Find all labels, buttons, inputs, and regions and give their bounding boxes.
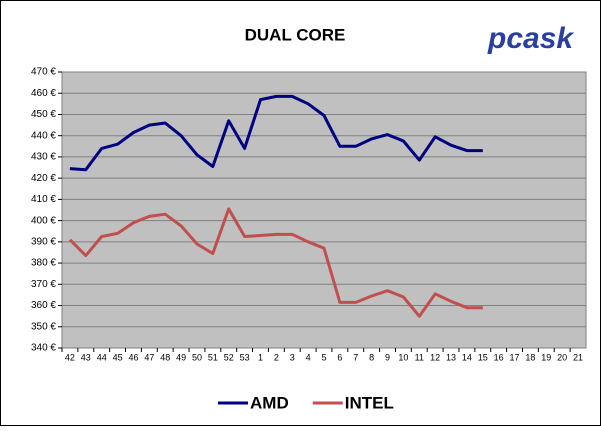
legend-label: AMD [250,393,289,412]
x-tick-label: 3 [290,352,295,362]
y-tick-label: 420 € [31,173,56,184]
x-tick-label: 6 [337,352,342,362]
y-tick-label: 340 € [31,343,56,354]
x-tick-label: 42 [65,352,75,362]
x-tick-label: 12 [430,352,440,362]
x-tick-label: 53 [240,352,250,362]
y-tick-label: 430 € [31,152,56,163]
y-tick-label: 470 € [31,67,56,78]
x-tick-label: 8 [369,352,374,362]
x-tick-label: 19 [541,352,551,362]
y-tick-label: 380 € [31,258,56,269]
x-tick-label: 50 [192,352,202,362]
y-tick-label: 390 € [31,236,56,247]
x-tick-label: 2 [274,352,279,362]
y-tick-label: 460 € [31,88,56,99]
x-tick-label: 4 [306,352,311,362]
x-tick-label: 52 [224,352,234,362]
x-tick-label: 10 [398,352,408,362]
series-line [69,94,483,172]
x-tick-label: 43 [81,352,91,362]
x-tick-label: 20 [557,352,567,362]
y-tick-label: 450 € [31,109,56,120]
x-tick-label: 46 [128,352,138,362]
series-line [68,207,483,318]
y-tick-label: 360 € [31,300,56,311]
plot-area [61,71,587,349]
x-tick-label: 17 [510,352,520,362]
x-tick-label: 9 [385,352,390,362]
x-tick-label: 51 [208,352,218,362]
y-tick-label: 440 € [31,130,56,141]
y-tick-label: 410 € [31,194,56,205]
x-tick-label: 21 [573,352,583,362]
logo: pcask [487,22,574,55]
x-tick-label: 48 [160,352,170,362]
x-tick-label: 47 [144,352,154,362]
y-tick-label: 400 € [31,215,56,226]
y-tick-label: 350 € [31,321,56,332]
legend-label: INTEL [345,393,394,412]
x-tick-label: 13 [446,352,456,362]
x-tick-label: 44 [97,352,107,362]
y-tick-label: 370 € [31,279,56,290]
x-tick-label: 16 [494,352,504,362]
x-tick-label: 15 [478,352,488,362]
x-tick-label: 45 [113,352,123,362]
x-tick-label: 7 [353,352,358,362]
x-tick-label: 1 [258,352,263,362]
x-tick-label: 18 [525,352,535,362]
x-tick-label: 11 [415,352,424,362]
x-tick-label: 49 [176,352,186,362]
x-tick-label: 5 [321,352,326,362]
x-tick-label: 14 [462,352,472,362]
chart-title: DUAL CORE [245,25,346,44]
